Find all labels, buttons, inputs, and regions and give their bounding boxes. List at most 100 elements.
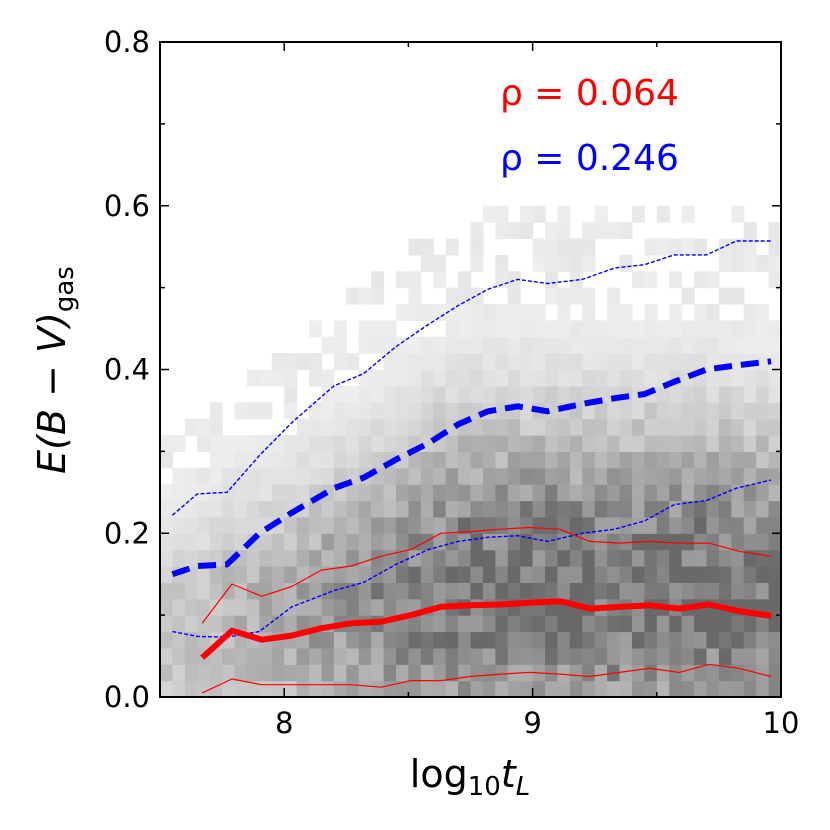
y-axis-label: E(B − V)gas (30, 266, 80, 474)
heatmap-cell (470, 353, 484, 371)
heatmap-cell (284, 533, 298, 551)
heatmap-cell (507, 287, 521, 305)
heatmap-cell (582, 238, 596, 256)
heatmap-cell (694, 418, 708, 436)
heatmap-cell (594, 664, 608, 682)
heatmap-cell (631, 418, 645, 436)
heatmap-cell (557, 205, 571, 223)
heatmap-cell (656, 615, 670, 633)
heatmap-cell (507, 615, 521, 633)
heatmap-cell (545, 222, 559, 240)
heatmap-cell (582, 500, 596, 518)
heatmap-cell (607, 566, 621, 583)
heatmap-cell (458, 680, 472, 697)
heatmap-cell (408, 418, 422, 436)
heatmap-cell (395, 353, 409, 371)
heatmap-cell (768, 418, 781, 436)
heatmap-cell (197, 484, 211, 502)
heatmap-cell (706, 320, 720, 338)
heatmap-cell (234, 533, 248, 551)
heatmap-cell (694, 271, 708, 289)
heatmap-cell (309, 582, 323, 600)
heatmap-cell (160, 615, 174, 633)
heatmap-cell (321, 598, 335, 616)
heatmap-cell (743, 304, 757, 321)
heatmap-cell (718, 336, 732, 354)
heatmap-cell (594, 336, 608, 354)
heatmap-cell (681, 353, 695, 371)
heatmap-cell (420, 549, 434, 567)
heatmap-cell (706, 615, 720, 633)
heatmap-cell (681, 418, 695, 436)
heatmap-cell (296, 664, 310, 682)
heatmap-cell (160, 500, 174, 518)
heatmap-cell (420, 631, 434, 649)
heatmap-cell (669, 271, 683, 289)
heatmap-cell (532, 647, 546, 665)
heatmap-cell (619, 254, 633, 272)
heatmap-cell (445, 549, 459, 567)
heatmap-cell (371, 271, 385, 289)
heatmap-cell (607, 500, 621, 518)
heatmap-cell (681, 484, 695, 502)
heatmap-cell (718, 435, 732, 452)
heatmap-cell (495, 467, 509, 485)
heatmap-cell (669, 516, 683, 534)
heatmap-cell (706, 680, 720, 697)
heatmap-cell (458, 304, 472, 321)
heatmap-cell (756, 451, 770, 469)
heatmap-cell (333, 566, 347, 583)
heatmap-cell (582, 369, 596, 387)
heatmap-cell (569, 549, 583, 567)
heatmap-cell (545, 451, 559, 469)
heatmap-cell (644, 451, 658, 469)
heatmap-cell (532, 582, 546, 600)
heatmap-cell (321, 451, 335, 469)
heatmap-cell (470, 467, 484, 485)
heatmap-cell (594, 582, 608, 600)
heatmap-cell (743, 566, 757, 583)
heatmap-cell (507, 467, 521, 485)
heatmap-cell (246, 402, 260, 420)
heatmap-cell (656, 451, 670, 469)
heatmap-cell (445, 385, 459, 403)
heatmap-cell (296, 353, 310, 371)
heatmap-cell (718, 369, 732, 387)
heatmap-cell (346, 385, 360, 403)
heatmap-cell (172, 516, 186, 534)
heatmap-cell (271, 647, 285, 665)
heatmap-cell (321, 418, 335, 436)
heatmap-cell (669, 385, 683, 403)
heatmap-cell (246, 647, 260, 665)
heatmap-cell (259, 664, 273, 682)
heatmap-cell (532, 533, 546, 551)
heatmap-cell (408, 451, 422, 469)
heatmap-cell (209, 582, 223, 600)
heatmap-cell (271, 484, 285, 502)
heatmap-cell (644, 353, 658, 371)
heatmap-cell (743, 238, 757, 256)
heatmap-cell (557, 418, 571, 436)
heatmap-cell (569, 320, 583, 338)
heatmap-cell (520, 402, 534, 420)
heatmap-cell (669, 533, 683, 551)
heatmap-cell (694, 615, 708, 633)
heatmap-cell (731, 631, 745, 649)
heatmap-cell (743, 467, 757, 485)
heatmap-cell (408, 402, 422, 420)
heatmap-cell (731, 320, 745, 338)
heatmap-cell (756, 533, 770, 551)
heatmap-cell (656, 516, 670, 534)
heatmap-cell (222, 533, 236, 551)
heatmap-cell (296, 467, 310, 485)
heatmap-cell (644, 484, 658, 502)
heatmap-cell (445, 500, 459, 518)
heatmap-cell (470, 287, 484, 305)
heatmap-cell (768, 402, 781, 420)
heatmap-cell (532, 484, 546, 502)
heatmap-cell (706, 418, 720, 436)
heatmap-cell (184, 631, 198, 649)
heatmap-cell (284, 582, 298, 600)
heatmap-cell (445, 664, 459, 682)
heatmap-cell (495, 582, 509, 600)
